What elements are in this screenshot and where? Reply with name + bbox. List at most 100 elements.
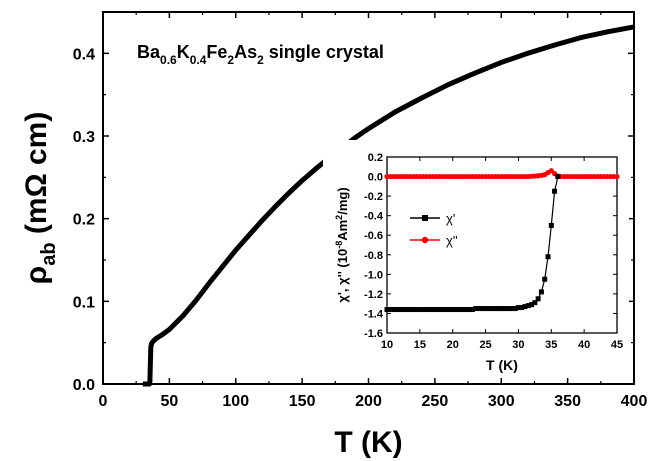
main-y-tick-label: 0.1 [73,294,95,311]
inset-chi-prime-marker [502,306,508,312]
inset-chi-prime-marker [391,307,397,313]
main-x-tick-label: 350 [554,393,581,410]
inset-chi-prime-marker [479,306,485,312]
inset-y-tick-label: -0.8 [364,250,383,262]
inset-chi-prime-marker [404,307,410,313]
inset-chi-double-prime-marker [614,173,620,180]
inset-chi-prime-marker [414,307,420,313]
inset-chi-prime-marker [519,305,525,311]
inset-y-tick-label: -1.2 [364,289,383,301]
inset-y-tick-label: -1.0 [364,269,383,281]
inset-chi-prime-marker [496,306,502,312]
inset-chi-prime-marker [535,296,541,302]
inset-chi-prime-marker [440,307,446,313]
inset-chi-prime-marker [387,307,393,313]
inset-plot-frame [386,156,618,334]
main-y-tick-label: 0.3 [73,129,95,146]
inset-chi-prime-marker [394,307,400,313]
inset-chi-prime-marker [509,306,515,312]
inset-chi-prime-marker [538,289,544,295]
inset-legend-marker-square [422,215,428,221]
inset-chi-prime-marker [522,304,528,310]
inset-chi-prime-marker [486,306,492,312]
inset-chi-prime-marker [515,305,521,311]
main-x-tick-label: 300 [488,393,515,410]
inset-chi-prime-marker [529,302,535,308]
inset-chi-prime-marker [397,307,403,313]
inset-chi-prime-marker [552,188,558,194]
inset-chi-prime-marker [417,307,423,313]
inset-x-tick-label: 35 [545,339,557,351]
inset-chi-prime-marker [430,307,436,313]
main-annotation: Ba0.6K0.4Fe2As2 single crystal [137,42,384,67]
inset-chi-prime-marker [512,306,518,312]
main-x-tick-label: 250 [422,393,449,410]
inset-chi-prime-marker [548,222,554,228]
inset-y-tick-label: -1.4 [364,308,384,320]
inset-legend-marker-circle [421,236,429,244]
inset-y-tick-label: -0.6 [364,230,383,242]
inset-chi-prime-marker [423,307,429,313]
inset-chi-prime-marker [545,254,551,260]
inset-x-tick-label: 20 [447,339,459,351]
main-x-tick-label: 400 [621,393,648,410]
inset-chi-prime-marker [492,306,498,312]
inset-chi-prime-marker [456,307,462,313]
inset-chi-prime-marker [463,307,469,313]
inset-chi-prime-marker [466,307,472,313]
inset-y-tick-label: 0.0 [368,172,383,184]
inset-chi-prime-marker [407,307,413,313]
main-y-axis-title: ρab (mΩ cm) [20,112,60,285]
inset-y-axis-title: χ', χ'' (10-8Am2/mg) [334,187,350,302]
inset-chi-prime-marker [437,307,443,313]
inset-chi-prime-marker [473,306,479,312]
inset-x-tick-label: 25 [479,339,491,351]
inset-chi-prime-marker [410,307,416,313]
inset-chi-prime-marker [532,300,538,306]
main-y-tick-label: 0.2 [73,212,95,229]
inset-chi-prime-marker [499,306,505,312]
main-x-tick-label: 100 [222,393,249,410]
inset-chi-prime-marker [453,307,459,313]
main-y-tick-label: 0.4 [73,46,95,63]
inset-chi-prime-marker [450,307,456,313]
inset-chi-prime-marker [525,303,531,309]
main-x-tick-label: 50 [160,393,178,410]
inset-chi-prime-marker [420,307,426,313]
inset-chi-prime-marker [433,307,439,313]
inset-chi-prime-marker [476,306,482,312]
inset-x-tick-label: 40 [578,339,590,351]
main-x-axis-title: T (K) [334,426,402,459]
inset-x-tick-label: 10 [381,339,393,351]
inset-chi-prime-marker [443,307,449,313]
inset-chi-prime-marker [483,306,489,312]
main-x-tick-label: 200 [355,393,382,410]
inset-background [323,140,629,376]
inset-chi-prime-marker [400,307,406,313]
main-x-tick-label: 0 [99,393,108,410]
inset-chi-prime-marker [489,306,495,312]
inset-chi-prime-marker [384,307,390,313]
inset-chart: 10 15 20 25 30 35 40 45 0.2 0.0 -0.2 -0.4 -0.6 -0.8 -1… [323,140,629,376]
inset-chi-prime-marker [555,174,561,180]
inset-legend-label: χ' [446,211,455,226]
inset-y-tick-label: -1.6 [364,328,383,340]
inset-x-tick-label: 15 [414,339,426,351]
inset-chi-prime-marker [460,307,466,313]
main-y-tick-label: 0.0 [73,377,95,394]
inset-y-tick-label: -0.2 [364,191,383,203]
inset-y-tick-label: -0.4 [364,211,384,223]
main-data-curve [142,24,635,387]
inset-chi-prime-marker [427,307,433,313]
inset-legend-label: χ'' [446,233,458,248]
inset-chi-prime-marker [542,276,548,282]
inset-x-tick-label: 30 [512,339,524,351]
main-x-tick-label: 150 [289,393,316,410]
inset-y-tick-label: 0.2 [368,152,383,164]
inset-chi-prime-marker [446,307,452,313]
inset-chi-prime-marker [469,307,475,313]
inset-x-tick-label: 45 [611,339,623,351]
main-chart: 0 50 100 150 200 250 300 350 400 0.0 0.1 0.2 0.3 0.4 T… [20,11,648,459]
inset-x-axis-title: T (K) [486,357,518,373]
